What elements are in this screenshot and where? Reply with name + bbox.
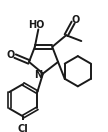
Text: O: O [71, 15, 80, 25]
Text: N: N [34, 70, 42, 80]
Text: Cl: Cl [18, 124, 29, 132]
Text: O: O [6, 50, 15, 60]
Text: HO: HO [28, 20, 44, 30]
